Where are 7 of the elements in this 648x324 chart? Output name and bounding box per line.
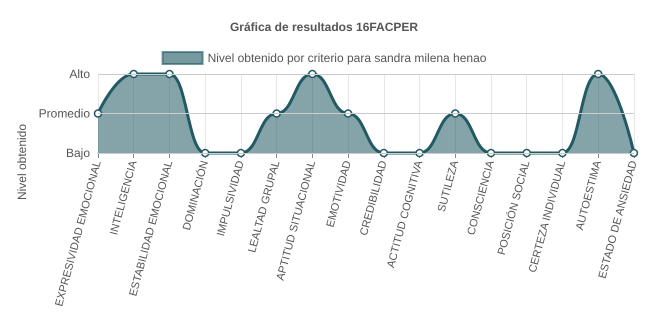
legend-label: Nivel obtenido por criterio para sandra milena henao	[208, 51, 487, 65]
ref-line-label: Alto	[69, 67, 90, 81]
ref-line-label: Promedio	[38, 106, 90, 120]
x-tick-label: LEALTAD GRUPAL	[246, 159, 282, 254]
ref-line-label: Bajo	[66, 146, 90, 160]
chart-title: Gráfica de resultados 16FACPER	[230, 20, 418, 34]
y-axis-title: Nivel obtenido	[15, 124, 29, 200]
